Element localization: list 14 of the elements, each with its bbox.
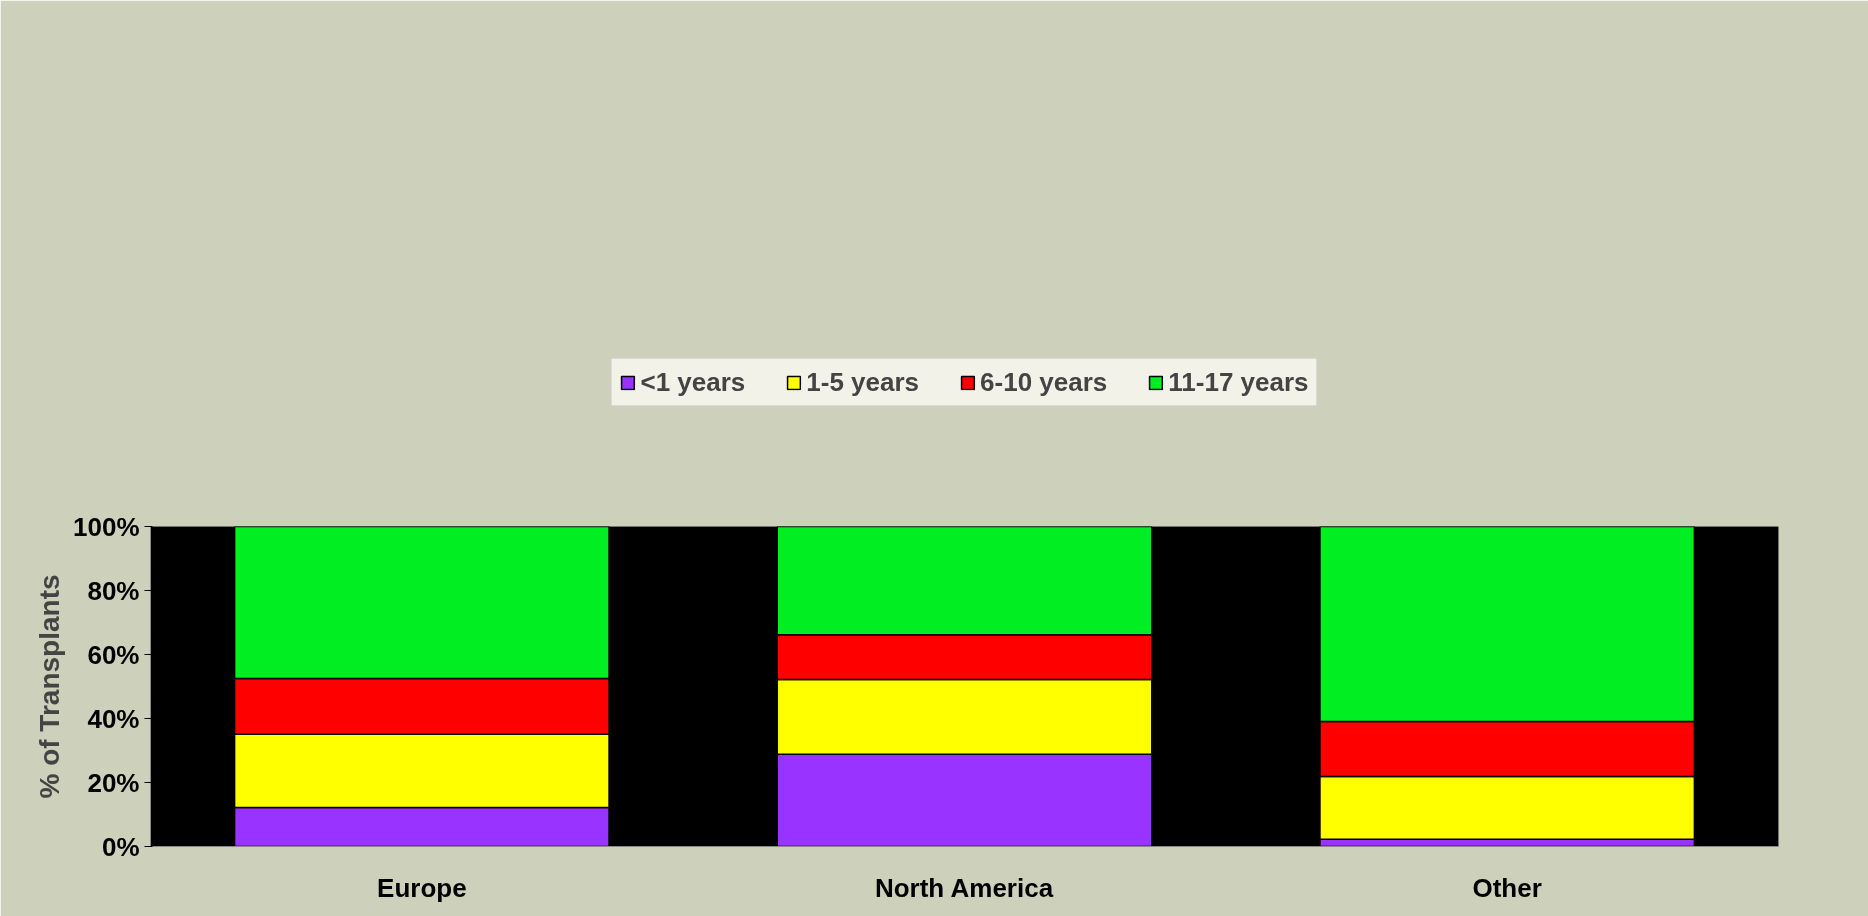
y-tick-label: 0% xyxy=(101,831,140,862)
y-tick-label: 100% xyxy=(73,511,140,542)
legend-label: 11-17 years xyxy=(1168,366,1309,398)
legend-label: 1-5 years xyxy=(806,366,920,398)
y-tick-label: 60% xyxy=(87,639,140,670)
x-tick-label: Other xyxy=(1472,872,1542,903)
x-tick-label: North America xyxy=(874,872,1054,903)
legend-label: <1 years xyxy=(640,366,746,398)
y-axis-title: % of Transplants xyxy=(34,574,65,799)
legend-label: 6-10 years xyxy=(980,366,1108,398)
y-tick-label: 80% xyxy=(87,575,140,606)
x-tick-label: Europe xyxy=(377,872,467,903)
y-tick-label: 20% xyxy=(87,767,140,798)
y-tick-label: 40% xyxy=(87,703,140,734)
